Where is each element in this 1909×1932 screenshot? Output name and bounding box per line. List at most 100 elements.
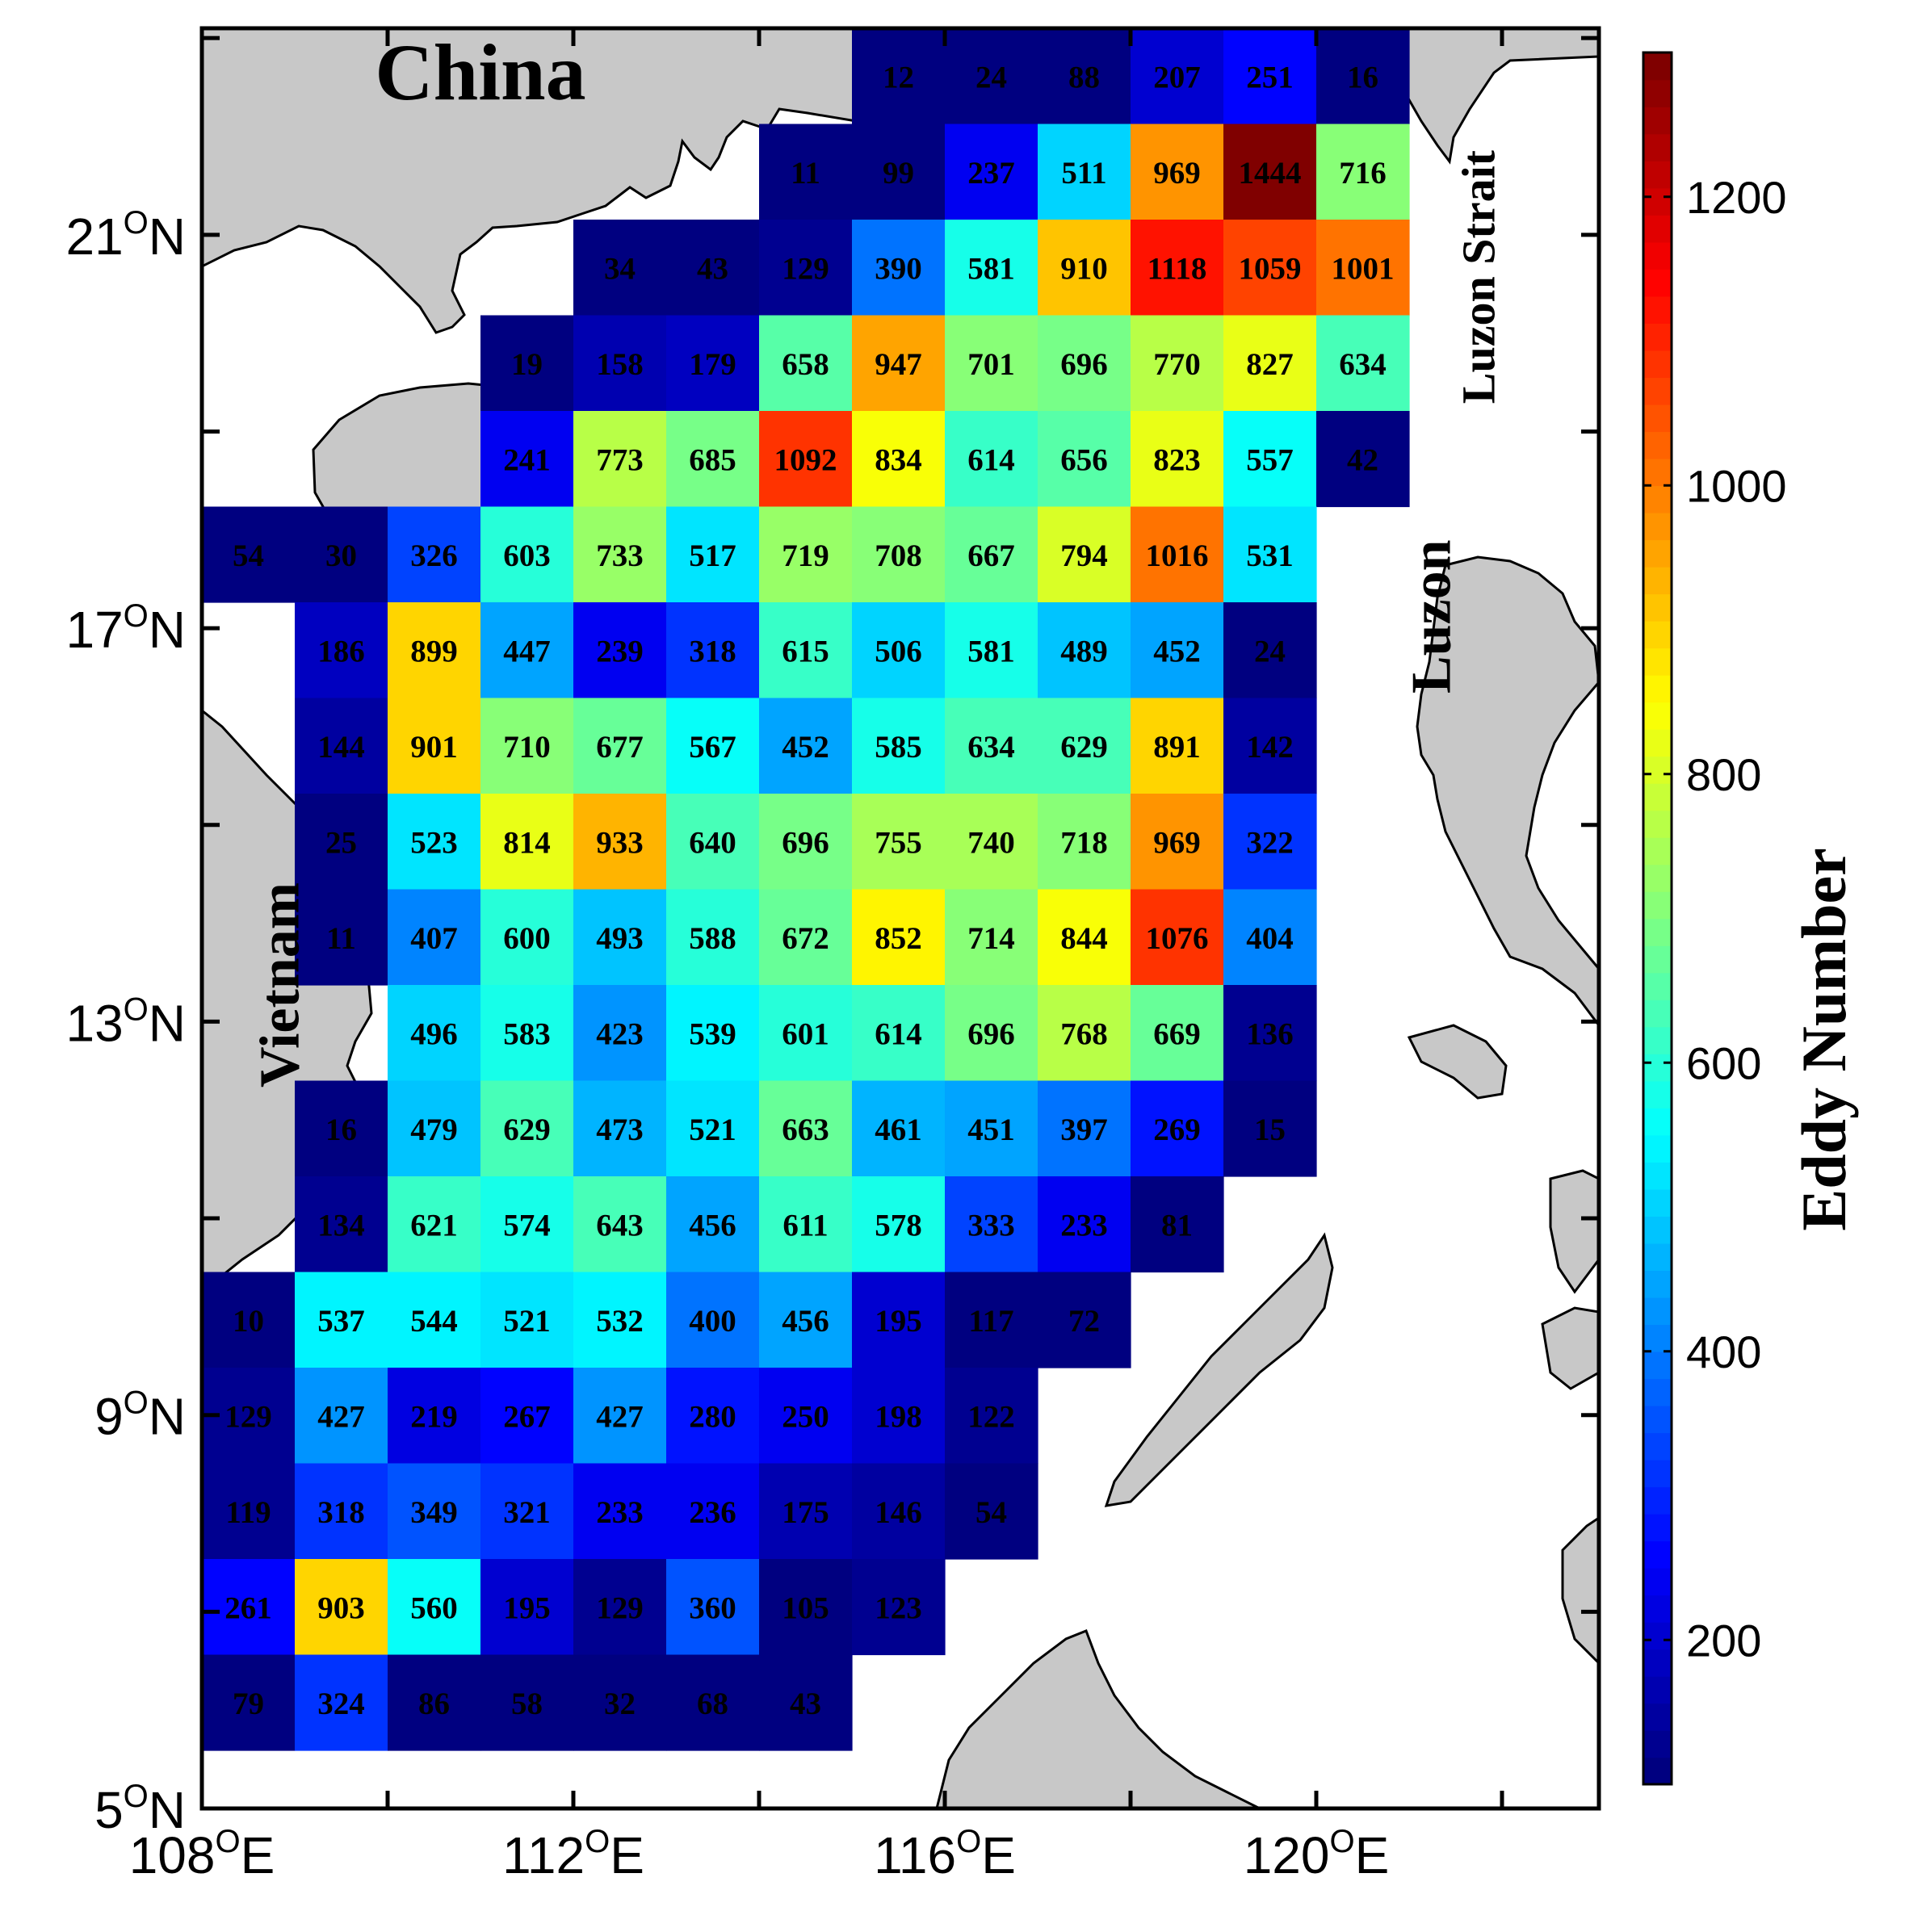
cell-value-label: 539: [689, 1016, 736, 1051]
colorbar-segment: [1643, 1108, 1672, 1136]
cell-value-label: 611: [782, 1208, 828, 1243]
colorbar-segment: [1643, 1649, 1672, 1677]
heatmap-cell: [480, 602, 574, 699]
cell-value-label: 537: [317, 1304, 365, 1339]
cell-value-label: 663: [782, 1113, 829, 1147]
heatmap-cell: [202, 1559, 296, 1656]
heatmap-cell: [573, 794, 667, 891]
land-labels: China Vietnam Luzon Luzon Strait: [250, 27, 1505, 1088]
heatmap-cell: [759, 1272, 853, 1368]
heatmap-cell: [1223, 220, 1317, 316]
axis-tick-label: 5ON: [94, 1779, 186, 1839]
heatmap-cell: [666, 411, 760, 508]
cell-value-label: 117: [968, 1304, 1013, 1339]
cell-value-label: 672: [782, 921, 829, 956]
cell-value-label: 25: [325, 825, 357, 860]
heatmap-cell: [759, 315, 853, 412]
cell-value-label: 390: [875, 251, 922, 286]
heatmap-cell: [945, 1080, 1038, 1177]
heatmap-cell: [666, 1080, 760, 1177]
colorbar-segment: [1643, 187, 1672, 216]
heatmap-cell: [573, 602, 667, 699]
heatmap-cell: [388, 602, 481, 699]
colorbar-tick-label: 200: [1686, 1615, 1761, 1666]
heatmap-cell: [852, 985, 946, 1082]
heatmap-cell: [1038, 124, 1131, 220]
cell-value-label: 400: [689, 1304, 736, 1339]
heatmap-cell: [388, 1272, 481, 1368]
cell-value-label: 16: [325, 1113, 357, 1147]
heatmap-cell: [852, 28, 946, 125]
mindanao-island: [1561, 1516, 1599, 1666]
heatmap-cell: [295, 889, 388, 986]
heatmap-cell: [295, 1368, 388, 1465]
cell-value-label: 969: [1153, 825, 1201, 860]
cell-value-label: 615: [782, 634, 829, 668]
heatmap-cell: [759, 1559, 853, 1656]
heatmap-cell: [852, 1559, 946, 1656]
heatmap-cell: [945, 1368, 1038, 1465]
cell-value-label: 123: [875, 1590, 922, 1625]
cell-value-label: 11: [326, 921, 356, 956]
heatmap-cell: [202, 1272, 296, 1368]
axis-tick-label: 9ON: [94, 1385, 186, 1446]
cell-value-label: 685: [689, 442, 736, 477]
colorbar-segment: [1643, 350, 1672, 378]
heatmap-cell: [295, 1654, 388, 1751]
heatmap-cell: [759, 506, 853, 603]
colorbar-segment: [1643, 52, 1672, 81]
heatmap-cell: [759, 1176, 853, 1273]
map-frame: [199, 26, 1601, 1811]
heatmap-cell: [1223, 698, 1317, 794]
heatmap-cell: [480, 1080, 574, 1177]
heatmap-cell: [1038, 602, 1131, 699]
cell-value-label: 81: [1161, 1208, 1193, 1243]
heatmap-cell: [1131, 506, 1224, 603]
colorbar-segment: [1643, 215, 1672, 243]
colorbar-segment: [1643, 1757, 1672, 1785]
cell-value-label: 823: [1153, 442, 1201, 477]
heatmap-cell: [1131, 794, 1224, 891]
cell-value-label: 523: [410, 825, 458, 860]
heatmap-cell: [573, 1176, 667, 1273]
colorbar-segment: [1643, 836, 1672, 865]
mindoro-island: [1407, 1024, 1508, 1100]
heatmap-cell: [202, 506, 296, 603]
colorbar-segment: [1643, 1324, 1672, 1352]
heatmap-cell: [759, 1654, 853, 1751]
cell-value-label: 79: [233, 1687, 264, 1721]
cell-value-label: 933: [596, 825, 644, 860]
colorbar-segment: [1643, 1729, 1672, 1758]
cell-value-label: 250: [782, 1399, 829, 1434]
heatmap-cell: [480, 794, 574, 891]
axis-tick-label: 21ON: [65, 205, 186, 266]
heatmap-cell: [388, 1176, 481, 1273]
heatmap-cell: [388, 1559, 481, 1656]
colorbar-segment: [1643, 323, 1672, 351]
cell-value-label: 219: [410, 1399, 458, 1434]
cell-value-label: 360: [689, 1590, 736, 1625]
colorbar-segment: [1643, 1243, 1672, 1272]
cell-value-label: 452: [1153, 634, 1201, 668]
colorbar-segment: [1643, 1567, 1672, 1596]
heatmap-cell: [388, 889, 481, 986]
heatmap-cell: [666, 220, 760, 316]
heatmap-cell: [388, 1654, 481, 1751]
cell-value-label: 1001: [1332, 251, 1395, 286]
cell-value-label: 770: [1153, 347, 1201, 382]
heatmap-cell: [295, 1272, 388, 1368]
cell-value-label: 129: [782, 251, 829, 286]
colorbar-segment: [1643, 1405, 1672, 1434]
cell-value-label: 122: [967, 1399, 1015, 1434]
heatmap-cell: [480, 889, 574, 986]
cell-value-label: 280: [689, 1399, 736, 1434]
heatmap-cell: [1223, 889, 1317, 986]
heatmap-cell: [666, 1654, 760, 1751]
heatmap-cell: [666, 889, 760, 986]
cell-value-label: 852: [875, 921, 922, 956]
heatmap-cell: [1223, 315, 1317, 412]
cell-value-label: 669: [1153, 1016, 1201, 1051]
colorbar-segment: [1643, 458, 1672, 487]
